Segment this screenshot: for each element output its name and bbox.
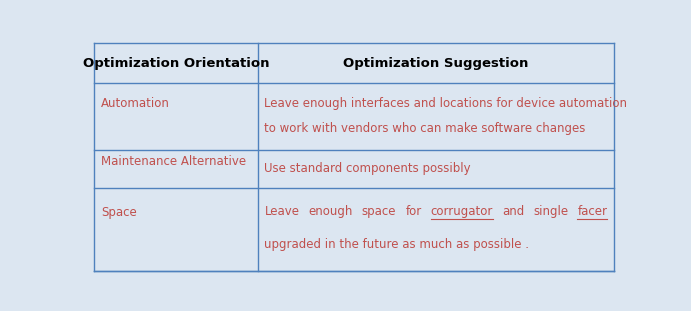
- Text: enough: enough: [308, 205, 353, 217]
- Text: Leave enough interfaces and locations for device automation: Leave enough interfaces and locations fo…: [265, 97, 627, 110]
- Text: Use standard components possibly: Use standard components possibly: [265, 163, 471, 175]
- Text: Space: Space: [101, 206, 137, 219]
- Text: Automation: Automation: [101, 97, 170, 110]
- Text: single: single: [533, 205, 569, 217]
- Text: to work with vendors who can make software changes: to work with vendors who can make softwa…: [265, 122, 586, 135]
- Text: for: for: [406, 205, 422, 217]
- Text: upgraded in the future as much as possible .: upgraded in the future as much as possib…: [265, 238, 529, 251]
- Text: corrugator: corrugator: [430, 205, 493, 217]
- Text: and: and: [502, 205, 524, 217]
- Text: Leave: Leave: [265, 205, 299, 217]
- Text: Maintenance Alternative: Maintenance Alternative: [101, 155, 246, 168]
- Text: Optimization Suggestion: Optimization Suggestion: [343, 57, 529, 70]
- Text: facer: facer: [578, 205, 607, 217]
- Text: Optimization Orientation: Optimization Orientation: [83, 57, 269, 70]
- Text: space: space: [362, 205, 397, 217]
